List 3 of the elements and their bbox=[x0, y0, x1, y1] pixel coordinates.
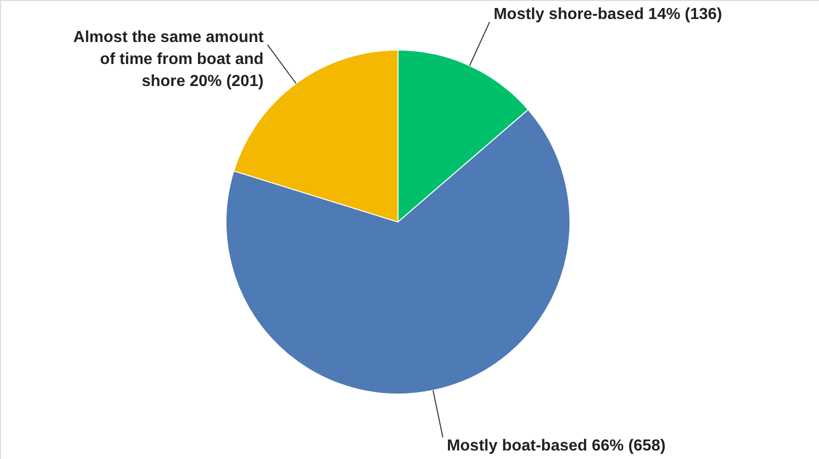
slice-label: Mostly boat-based 66% (658) bbox=[446, 437, 666, 454]
slice-label: Mostly shore-based 14% (136) bbox=[494, 6, 722, 23]
slice-label: Almost the same amount of time from boat and shore 20% (201) bbox=[73, 28, 264, 90]
